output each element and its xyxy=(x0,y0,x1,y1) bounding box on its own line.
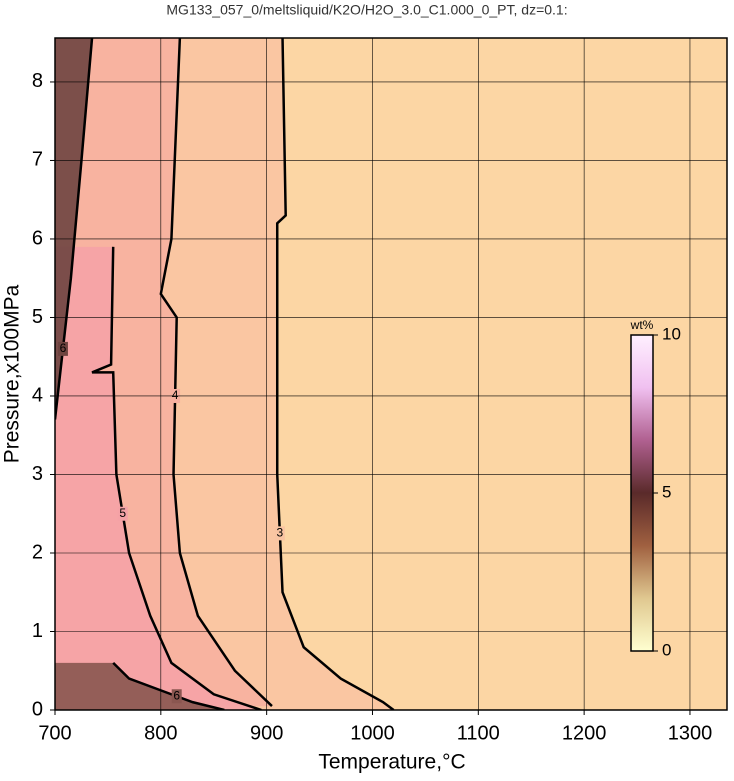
colorbar-tick-label: 0 xyxy=(662,640,671,659)
contour-label: 4 xyxy=(172,388,179,402)
x-axis-label: Temperature,°C xyxy=(318,751,465,774)
y-tick-label: 2 xyxy=(32,541,43,563)
y-tick-label: 1 xyxy=(32,620,43,642)
x-tick-label: 1100 xyxy=(457,722,500,744)
x-tick-label: 900 xyxy=(250,722,283,744)
contour-label-bg xyxy=(274,526,285,541)
colorbar-label: wt% xyxy=(630,318,654,332)
colorbar-tick-label: 10 xyxy=(662,324,681,343)
y-tick-label: 3 xyxy=(32,463,43,485)
x-tick-label: 1000 xyxy=(350,722,395,744)
y-axis-label: Pressure,x100MPa xyxy=(1,284,24,463)
x-tick-label: 1200 xyxy=(562,722,607,744)
y-tick-label: 8 xyxy=(32,70,43,92)
chart-title: MG133_057_0/meltsliquid/K2O/H2O_3.0_C1.0… xyxy=(166,2,567,18)
contour-label-bg xyxy=(57,341,68,356)
y-tick-label: 5 xyxy=(32,306,43,328)
contour-label-bg xyxy=(117,506,128,521)
contour-line xyxy=(275,38,395,710)
colorbar xyxy=(630,334,654,652)
contour-fill xyxy=(55,246,262,710)
contour-label: 6 xyxy=(173,688,180,702)
contour-fill xyxy=(55,662,225,710)
y-tick-label: 4 xyxy=(32,384,43,406)
colorbar-tick-label: 5 xyxy=(662,482,671,501)
contour-label: 5 xyxy=(119,506,126,520)
contour-label: 6 xyxy=(60,341,67,355)
x-tick-label: 800 xyxy=(144,722,177,744)
contour-label: 3 xyxy=(277,526,284,540)
contour-label-bg xyxy=(171,689,182,704)
x-tick-label: 1300 xyxy=(668,722,713,744)
contour-group: 3 4 5 6 6 xyxy=(55,38,395,710)
y-tick-label: 0 xyxy=(32,698,43,720)
x-tick-label: 700 xyxy=(38,722,71,744)
y-tick-label: 6 xyxy=(32,227,43,249)
plot-frame xyxy=(54,37,728,711)
y-tick-label: 7 xyxy=(32,149,43,171)
